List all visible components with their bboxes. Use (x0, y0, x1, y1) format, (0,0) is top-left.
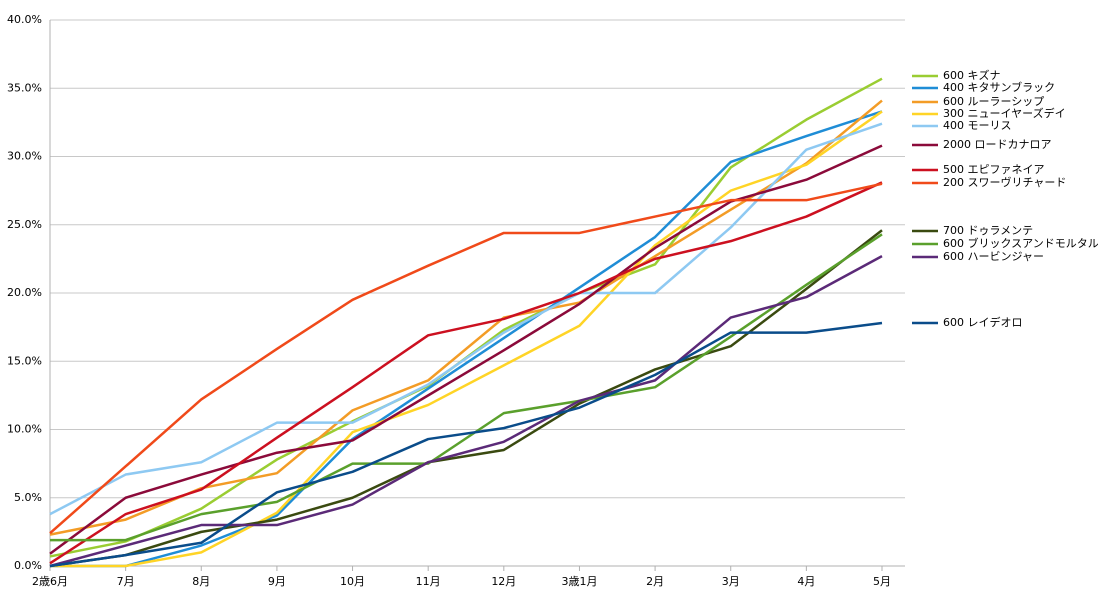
y-tick-label: 10.0% (7, 423, 42, 436)
series-line (50, 110, 883, 568)
x-tick-label: 12月 (491, 575, 516, 588)
series-line (50, 110, 883, 568)
legend-label: 200 スワーヴリチャード (943, 175, 1066, 189)
x-tick-label: 9月 (268, 575, 286, 588)
legend-label: 300 ニューイヤーズデイ (943, 106, 1066, 120)
legend-label: 600 ルーラーシップ (943, 95, 1044, 108)
y-tick-label: 20.0% (7, 286, 42, 299)
x-tick-label: 3月 (722, 575, 740, 588)
x-tick-label: 3歳1月 (561, 575, 597, 588)
series-line (49, 181, 883, 565)
x-tick-label: 7月 (117, 575, 135, 588)
series-line (49, 255, 883, 568)
y-tick-label: 5.0% (14, 491, 42, 504)
series-line (49, 144, 883, 555)
legend-label: 400 キタサンブラック (943, 80, 1055, 94)
series-line (49, 122, 883, 516)
x-tick-label: 2歳6月 (32, 575, 68, 588)
series-line (49, 321, 883, 568)
y-tick-label: 0.0% (14, 559, 42, 572)
legend-label: 400 モーリス (943, 119, 1012, 132)
legend-label: 600 レイデオロ (943, 315, 1023, 329)
x-tick-label: 5月 (873, 575, 891, 588)
series-line (49, 229, 883, 568)
y-tick-label: 40.0% (7, 13, 42, 26)
y-tick-label: 30.0% (7, 150, 42, 163)
series-line (50, 233, 883, 542)
legend-label: 700 ドゥラメンテ (943, 224, 1033, 237)
legend-label: 600 キズナ (943, 68, 1001, 82)
legend-label: 2000 ロードカナロア (943, 138, 1052, 151)
series-line (49, 182, 883, 535)
x-tick-label: 4月 (797, 575, 815, 588)
x-tick-label: 11月 (416, 575, 441, 588)
y-tick-label: 35.0% (7, 81, 42, 94)
legend-label: 600 ブリックスアンドモルタル (943, 236, 1098, 250)
y-tick-label: 15.0% (7, 354, 42, 367)
x-tick-label: 10月 (340, 575, 365, 588)
x-tick-label: 2月 (646, 575, 664, 588)
x-tick-label: 8月 (192, 575, 210, 588)
y-tick-label: 25.0% (7, 218, 42, 231)
legend-label: 500 エピファネイア (943, 163, 1045, 176)
legend-label: 600 ハービンジャー (943, 250, 1044, 263)
